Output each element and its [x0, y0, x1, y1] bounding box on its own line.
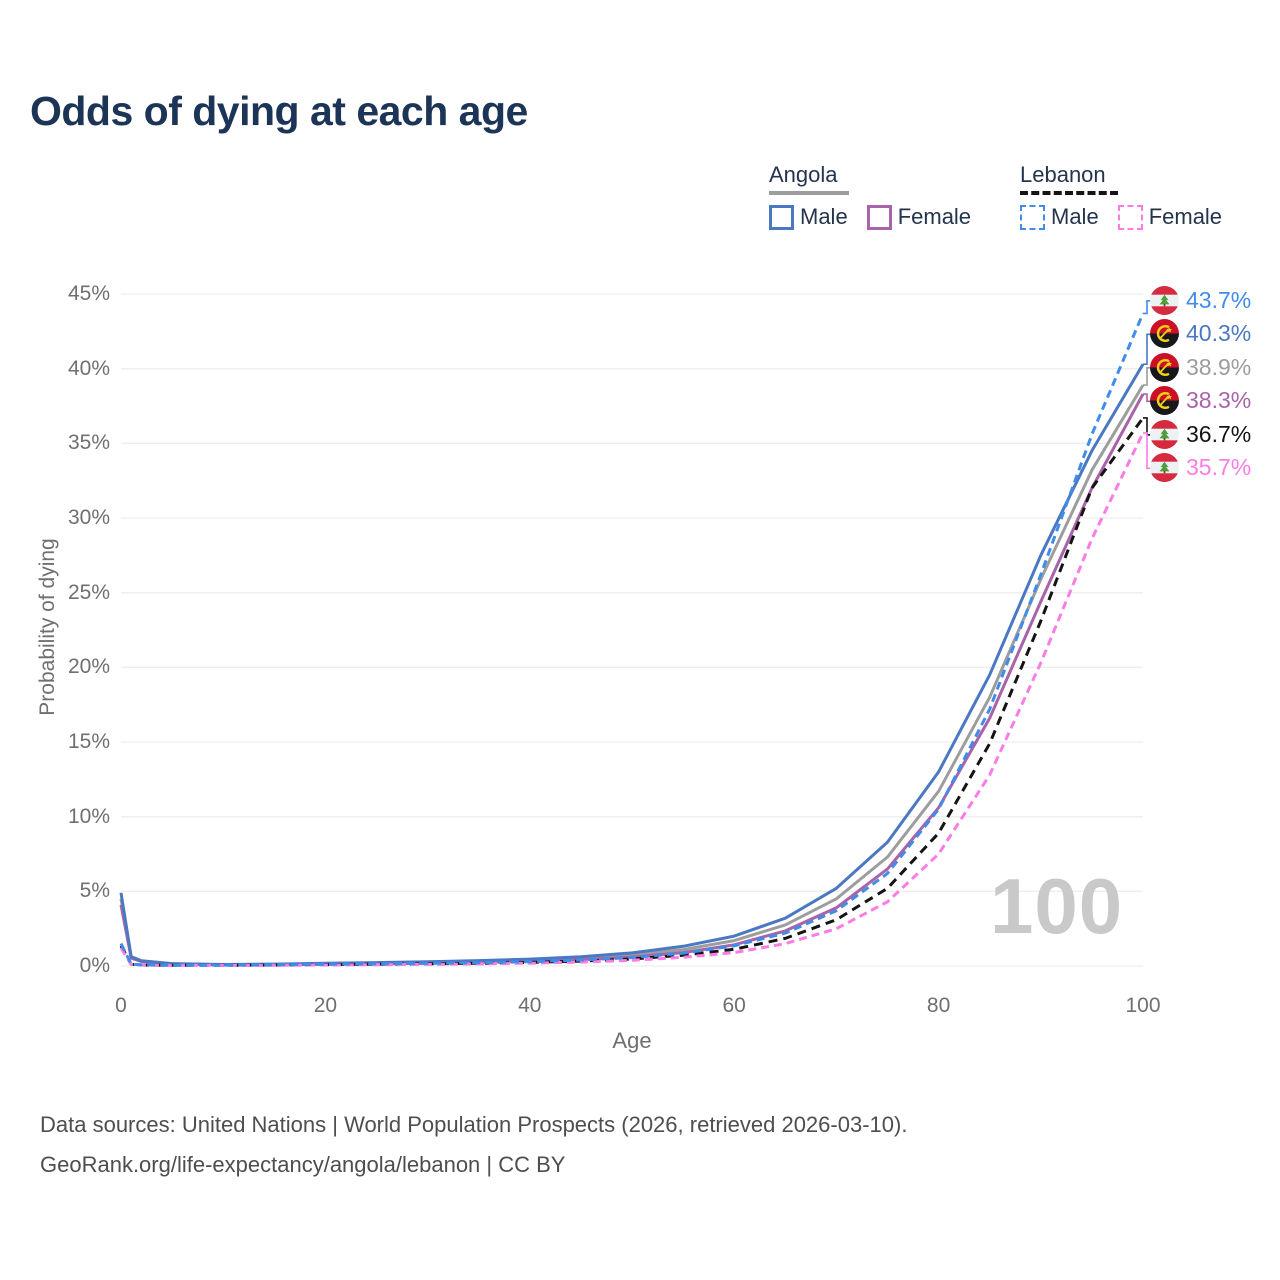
x-tick-label: 40 — [518, 994, 542, 1017]
end-label-value: 36.7% — [1186, 420, 1252, 447]
lebanon-female-swatch-icon — [1117, 204, 1143, 230]
x-tick-label: 100 — [1125, 994, 1161, 1017]
end-label-lebanon-female: 35.7% — [1150, 453, 1252, 483]
age-watermark: 100 — [990, 862, 1124, 950]
x-tick-label: 80 — [926, 994, 951, 1017]
lebanon-male-swatch-icon — [1020, 204, 1045, 230]
angola-flag-icon — [1150, 386, 1179, 416]
label-leader-line — [1143, 432, 1152, 470]
lebanon-flag-icon — [1150, 453, 1179, 483]
lebanon-flag-icon — [1150, 285, 1179, 315]
end-label-angola-both: 38.9% — [1150, 352, 1252, 382]
y-tick-label: 40% — [67, 356, 110, 380]
angola-flag-icon — [1150, 352, 1179, 382]
angola-flag-icon — [1150, 319, 1179, 349]
label-leader-line — [1143, 417, 1152, 436]
y-tick-label: 35% — [67, 431, 110, 455]
x-tick-label: 60 — [722, 994, 746, 1017]
legend-label: Male — [800, 204, 848, 229]
label-leader-line — [1143, 333, 1152, 366]
end-label-value: 38.3% — [1186, 387, 1252, 414]
x-tick-label: 0 — [115, 994, 127, 1017]
legend-group-angola-label: Angola — [769, 162, 838, 187]
x-axis-title: Age — [612, 1028, 652, 1053]
y-tick-label: 0% — [79, 954, 110, 977]
label-leader-line — [1143, 366, 1152, 386]
data-sources-text: Data sources: United Nations | World Pop… — [40, 1112, 908, 1137]
end-label-lebanon-male: 43.7% — [1150, 285, 1252, 315]
y-tick-label: 30% — [67, 506, 110, 529]
end-label-value: 35.7% — [1186, 454, 1252, 481]
legend-toggle-lebanon-male[interactable]: Male — [1020, 204, 1099, 230]
y-tick-label: 25% — [67, 580, 110, 604]
end-label-value: 38.9% — [1186, 353, 1252, 380]
legend-toggle-angola-male[interactable]: Male — [769, 204, 848, 230]
lebanon-dashed-line-sample — [1020, 191, 1118, 195]
y-tick-label: 45% — [67, 282, 110, 305]
angola-female-swatch-icon — [866, 204, 892, 230]
angola-solid-line-sample — [769, 191, 849, 195]
footer: Data sources: United Nations | World Pop… — [40, 1105, 907, 1185]
end-label-lebanon-both: 36.7% — [1150, 419, 1252, 449]
end-label-value: 40.3% — [1186, 320, 1252, 347]
y-tick-label: 15% — [67, 730, 110, 753]
angola-male-swatch-icon — [769, 204, 794, 230]
legend-group-angola: Angola Male Female — [769, 162, 971, 230]
label-leader-line — [1143, 299, 1152, 315]
end-label-angola-female: 38.3% — [1150, 386, 1252, 416]
y-axis-title: Probability of dying — [36, 538, 59, 716]
label-leader-line — [1143, 393, 1152, 403]
legend-group-lebanon-label: Lebanon — [1020, 162, 1106, 187]
end-label-value: 43.7% — [1186, 286, 1252, 313]
y-tick-label: 10% — [67, 804, 110, 828]
attribution-text: GeoRank.org/life-expectancy/angola/leban… — [40, 1152, 566, 1177]
lebanon-flag-icon — [1150, 419, 1179, 449]
legend-label: Female — [1148, 204, 1223, 229]
chart-title: Odds of dying at each age — [30, 88, 528, 134]
x-tick-label: 20 — [313, 994, 338, 1017]
legend-label: Male — [1051, 204, 1099, 229]
y-tick-label: 5% — [79, 879, 110, 903]
series-line-lebanon-male[interactable] — [119, 312, 1145, 967]
legend-toggle-angola-female[interactable]: Female — [866, 204, 972, 230]
legend-toggle-lebanon-female[interactable]: Female — [1117, 204, 1223, 230]
legend-group-lebanon: Lebanon Male Female — [1020, 162, 1222, 230]
y-tick-label: 20% — [67, 655, 110, 679]
end-label-angola-male: 40.3% — [1150, 319, 1252, 349]
legend-label: Female — [897, 204, 972, 229]
